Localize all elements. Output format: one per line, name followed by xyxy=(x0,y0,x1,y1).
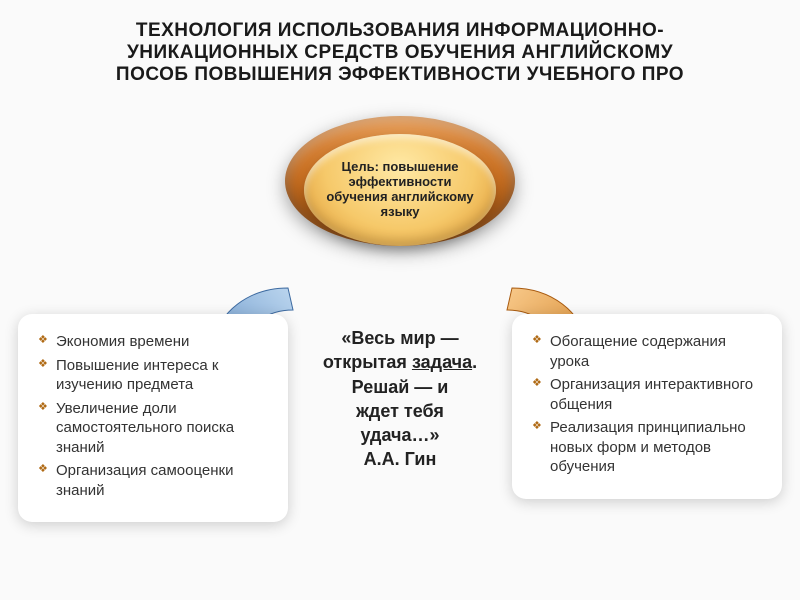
right-benefits-list: Обогащение содержания урока Организация … xyxy=(532,332,764,477)
list-item: Организация самооценки знаний xyxy=(38,461,270,500)
diagram-area: Цель: повышение эффективности обучения а… xyxy=(0,96,800,596)
title-line-3: ПОСОБ ПОВЫШЕНИЯ ЭФФЕКТИВНОСТИ УЧЕБНОГО П… xyxy=(10,64,790,86)
list-item: Реализация принципиально новых форм и ме… xyxy=(532,418,764,477)
quote-line-1: «Весь мир — xyxy=(295,326,505,350)
left-benefits-box: Экономия времени Повышение интереса к из… xyxy=(18,314,288,522)
title-line-2: УНИКАЦИОННЫХ СРЕДСТВ ОБУЧЕНИЯ АНГЛИЙСКОМ… xyxy=(10,42,790,64)
list-item: Организация интерактивного общения xyxy=(532,375,764,414)
left-benefits-list: Экономия времени Повышение интереса к из… xyxy=(38,332,270,500)
goal-inner-ellipse: Цель: повышение эффективности обучения а… xyxy=(304,134,496,246)
quote-author: А.А. Гин xyxy=(295,447,505,471)
list-item: Экономия времени xyxy=(38,332,270,352)
center-quote: «Весь мир — открытая задача. Решай — и ж… xyxy=(295,326,505,472)
list-item: Повышение интереса к изучению предмета xyxy=(38,356,270,395)
list-item: Обогащение содержания урока xyxy=(532,332,764,371)
title-line-1: ТЕХНОЛОГИЯ ИСПОЛЬЗОВАНИЯ ИНФОРМАЦИОННО- xyxy=(10,20,790,42)
slide-title: ТЕХНОЛОГИЯ ИСПОЛЬЗОВАНИЯ ИНФОРМАЦИОННО- … xyxy=(0,0,800,96)
quote-line-3: Решай — и xyxy=(295,375,505,399)
quote-line-4: ждет тебя xyxy=(295,399,505,423)
right-benefits-box: Обогащение содержания урока Организация … xyxy=(512,314,782,499)
list-item: Увеличение доли самостоятельного поиска … xyxy=(38,399,270,458)
quote-line-2: открытая задача. xyxy=(295,350,505,374)
goal-text: Цель: повышение эффективности обучения а… xyxy=(322,160,478,220)
quote-line-5: удача…» xyxy=(295,423,505,447)
